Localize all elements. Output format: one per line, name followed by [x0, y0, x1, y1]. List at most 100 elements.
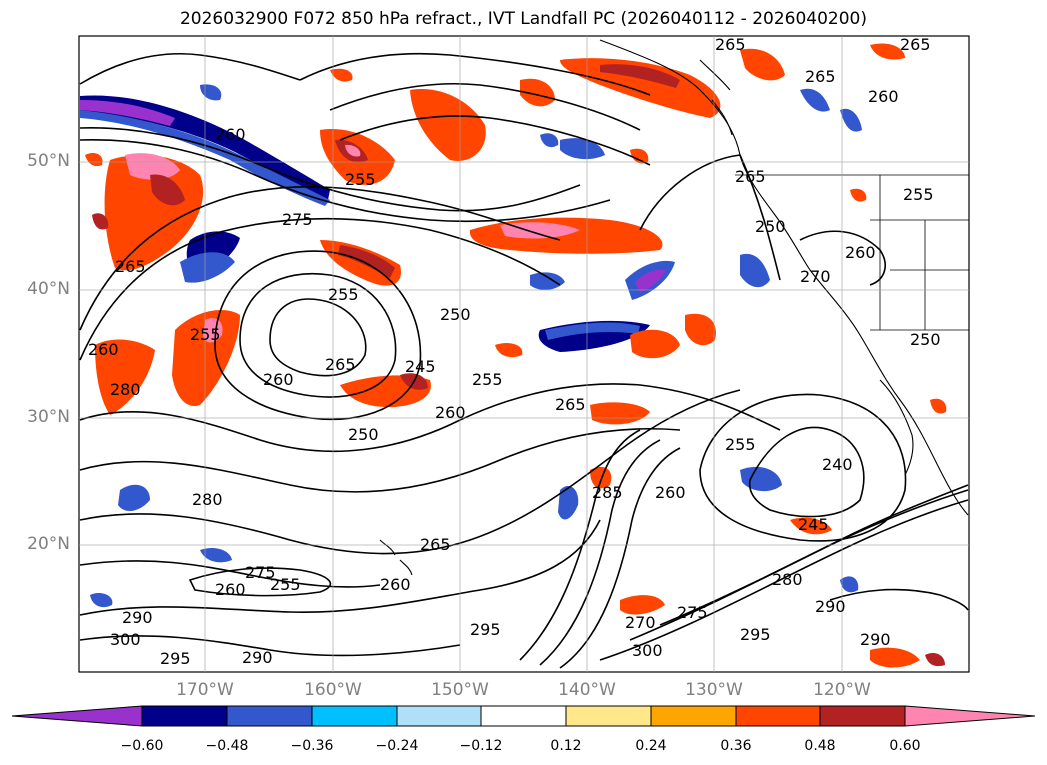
- neg-patch: [740, 466, 782, 492]
- colorbar-tick-label: −0.60: [120, 738, 164, 754]
- contour-label: 300: [110, 630, 141, 649]
- contour-label: 280: [772, 570, 803, 589]
- contour-label: 265: [115, 257, 146, 276]
- coastline: [599, 39, 969, 516]
- pos-patch: [685, 313, 716, 346]
- neg-patch: [530, 272, 565, 290]
- pos-patch: [630, 148, 649, 164]
- pos-patch: [172, 310, 240, 406]
- neg-patch: [80, 110, 330, 206]
- contour-label: 280: [110, 380, 141, 399]
- contour-line: [79, 138, 611, 223]
- neg-patch: [558, 485, 579, 520]
- contour-label: 260: [380, 575, 411, 594]
- neg-patch: [80, 100, 175, 126]
- contour-line: [79, 427, 681, 493]
- colorbar-segment: [480, 705, 567, 727]
- lon-label: 160°W: [304, 680, 362, 700]
- contour-line: [639, 154, 781, 281]
- pos-patch: [95, 339, 155, 415]
- colorbar-tick-label: 0.60: [889, 738, 921, 754]
- colorbar-tick-label: 0.36: [720, 738, 752, 754]
- pos-patch: [590, 402, 650, 425]
- contour-line: [188, 567, 332, 597]
- lon-label: 140°W: [558, 680, 616, 700]
- colorbar-segment: [650, 705, 737, 727]
- border-layer: [735, 174, 969, 331]
- contour-label: 295: [740, 625, 771, 644]
- contour-label: 280: [192, 490, 223, 509]
- contour-line: [79, 519, 601, 616]
- lat-label: 40°N: [27, 279, 70, 299]
- neg-patch: [540, 133, 559, 148]
- map-title: 2026032900 F072 850 hPa refract., IVT La…: [179, 9, 867, 29]
- contour-label: 265: [735, 167, 766, 186]
- contour-label: 285: [592, 483, 623, 502]
- pos-patch: [560, 58, 721, 118]
- contour-label: 255: [725, 435, 756, 454]
- lat-label: 50°N: [27, 151, 70, 171]
- lon-label: 150°W: [431, 680, 489, 700]
- contour-label: 260: [845, 243, 876, 262]
- pos-patch: [790, 517, 832, 535]
- contour-label: 290: [815, 597, 846, 616]
- contour-line: [269, 298, 367, 377]
- contour-line: [829, 588, 969, 611]
- colorbar-tick-label: 0.12: [550, 738, 582, 754]
- contour-line: [799, 230, 886, 286]
- contour-label: 245: [798, 515, 829, 534]
- lon-label: 120°W: [813, 680, 871, 700]
- contour-label: 265: [325, 355, 356, 374]
- colorbar-segment: [311, 705, 398, 727]
- contour-line: [329, 82, 641, 131]
- contour-label: 295: [470, 620, 501, 639]
- contour-line: [79, 389, 741, 555]
- contour-label: 290: [122, 608, 153, 627]
- contour-label: 265: [715, 35, 746, 54]
- contour-label: 270: [800, 267, 831, 286]
- contour-line: [79, 127, 581, 212]
- contour-label: 265: [555, 395, 586, 414]
- contour-label: 260: [868, 87, 899, 106]
- contour-label: 260: [215, 580, 246, 599]
- contour-label: 260: [88, 340, 119, 359]
- lat-label: 30°N: [27, 407, 70, 427]
- pos-patch: [740, 48, 785, 81]
- colorbar-tick-label: −0.12: [459, 738, 503, 754]
- contour-line: [79, 186, 561, 331]
- colorbar-extend-right: [904, 705, 1036, 727]
- contour-label: 250: [910, 330, 941, 349]
- colorbar: [11, 705, 1036, 727]
- pos-patch: [870, 647, 920, 668]
- pos-patch: [125, 153, 180, 180]
- contour-line: [559, 447, 681, 669]
- colorbar-segment: [819, 705, 906, 727]
- contour-label: 260: [215, 125, 246, 144]
- contour-label: 255: [328, 285, 359, 304]
- contour-label: 300: [632, 641, 663, 660]
- neg-patch: [740, 253, 770, 288]
- neg-patch: [545, 322, 640, 340]
- contour-line: [539, 439, 661, 666]
- pos-patch: [338, 245, 395, 278]
- contour-line: [79, 635, 461, 657]
- contour-label: 255: [345, 170, 376, 189]
- contour-line: [299, 52, 651, 96]
- coastline: [879, 379, 914, 476]
- colorbar-segment: [226, 705, 313, 727]
- pos-patch: [600, 64, 680, 88]
- pos-patch: [92, 213, 109, 230]
- contour-line: [659, 484, 969, 626]
- pos-patch: [104, 155, 204, 271]
- contour-label: 270: [625, 613, 656, 632]
- contour-label: 255: [270, 575, 301, 594]
- pos-patch: [500, 222, 580, 239]
- colorbar-tick-label: −0.36: [290, 738, 334, 754]
- pos-patch: [345, 144, 361, 157]
- lon-label: 170°W: [176, 680, 234, 700]
- neg-patch: [180, 252, 235, 283]
- pos-patch: [410, 89, 486, 161]
- contour-label: 275: [245, 563, 276, 582]
- lat-label: 20°N: [27, 534, 70, 554]
